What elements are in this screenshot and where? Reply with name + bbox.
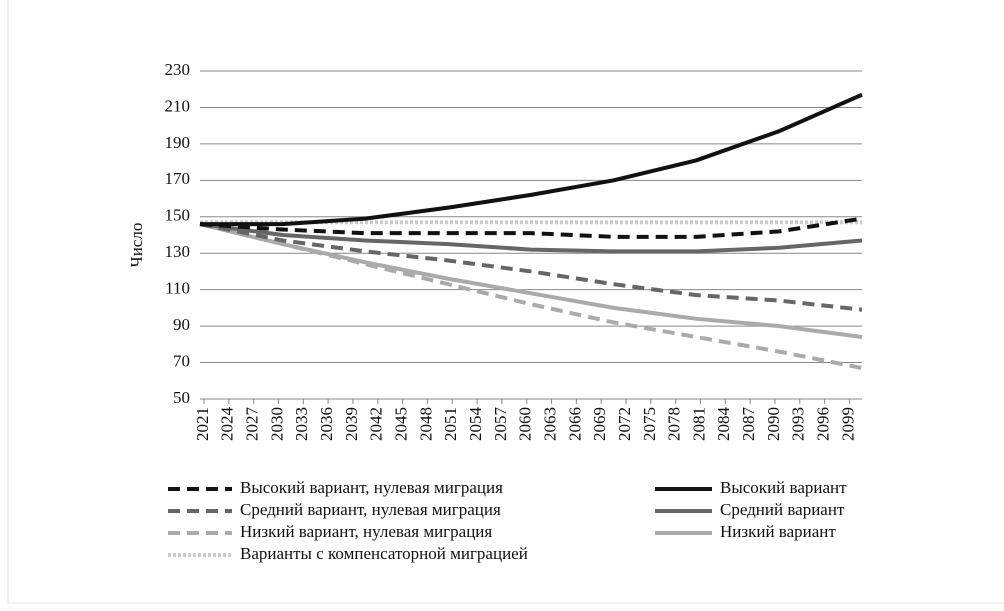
frame <box>7 0 1004 604</box>
series-line <box>199 222 863 254</box>
x-tick-label: 2069 <box>590 407 609 441</box>
x-tick-label: 2060 <box>516 407 535 441</box>
x-tick-label: 2087 <box>739 407 758 442</box>
y-tick-label: 90 <box>173 315 190 334</box>
y-tick-label: 170 <box>165 169 191 188</box>
x-tick-label: 2048 <box>416 407 435 441</box>
x-tick-label: 2027 <box>243 407 262 442</box>
legend-label: Низкий вариант, нулевая миграция <box>240 522 492 541</box>
y-tick-label: 230 <box>165 60 191 79</box>
x-tick-label: 2099 <box>838 407 857 441</box>
series-line <box>199 222 863 312</box>
y-tick-label: 70 <box>173 351 190 370</box>
series-line <box>199 216 863 239</box>
y-tick-label: 190 <box>165 133 191 152</box>
x-tick-label: 2063 <box>540 407 559 441</box>
x-tick-label: 2078 <box>665 407 684 441</box>
x-tick-label: 2021 <box>193 407 212 441</box>
x-tick-label: 2030 <box>267 407 286 441</box>
x-tick-label: 2096 <box>814 407 833 441</box>
series-line <box>199 222 863 370</box>
y-tick-label: 150 <box>165 206 191 225</box>
x-tick-label: 2024 <box>218 407 237 442</box>
x-tick-label: 2036 <box>317 407 336 441</box>
x-tick-label: 2042 <box>367 407 386 441</box>
x-tick-label: 2057 <box>491 407 510 442</box>
y-tick-label: 130 <box>165 242 191 261</box>
x-tick-label: 2051 <box>441 407 460 441</box>
y-tick-label: 110 <box>165 279 190 298</box>
legend-label: Средний вариант, нулевая миграция <box>240 500 501 519</box>
x-tick-label: 2075 <box>640 407 659 441</box>
x-tick-label: 2033 <box>292 407 311 441</box>
legend-label: Высокий вариант, нулевая миграция <box>240 478 503 497</box>
y-axis-label: Число <box>127 223 146 268</box>
x-tick-label: 2045 <box>392 407 411 441</box>
x-tick-label: 2090 <box>764 407 783 441</box>
x-tick-label: 2054 <box>466 407 485 442</box>
series-line <box>199 222 863 340</box>
x-tick-label: 2039 <box>342 407 361 441</box>
y-tick-label: 210 <box>165 96 191 115</box>
x-tick-label: 2081 <box>689 407 708 441</box>
x-tick-label: 2084 <box>714 407 733 442</box>
x-tick-label: 2093 <box>789 407 808 441</box>
legend-label: Низкий вариант <box>720 522 836 541</box>
series-line <box>200 92 863 227</box>
y-tick-label: 50 <box>173 388 190 407</box>
legend-label: Варианты с компенсаторной миграцией <box>240 544 528 563</box>
x-tick-label: 2066 <box>565 407 584 441</box>
legend-label: Высокий вариант <box>720 478 847 497</box>
x-tick-label: 2072 <box>615 407 634 441</box>
legend-label: Средний вариант <box>720 500 845 519</box>
